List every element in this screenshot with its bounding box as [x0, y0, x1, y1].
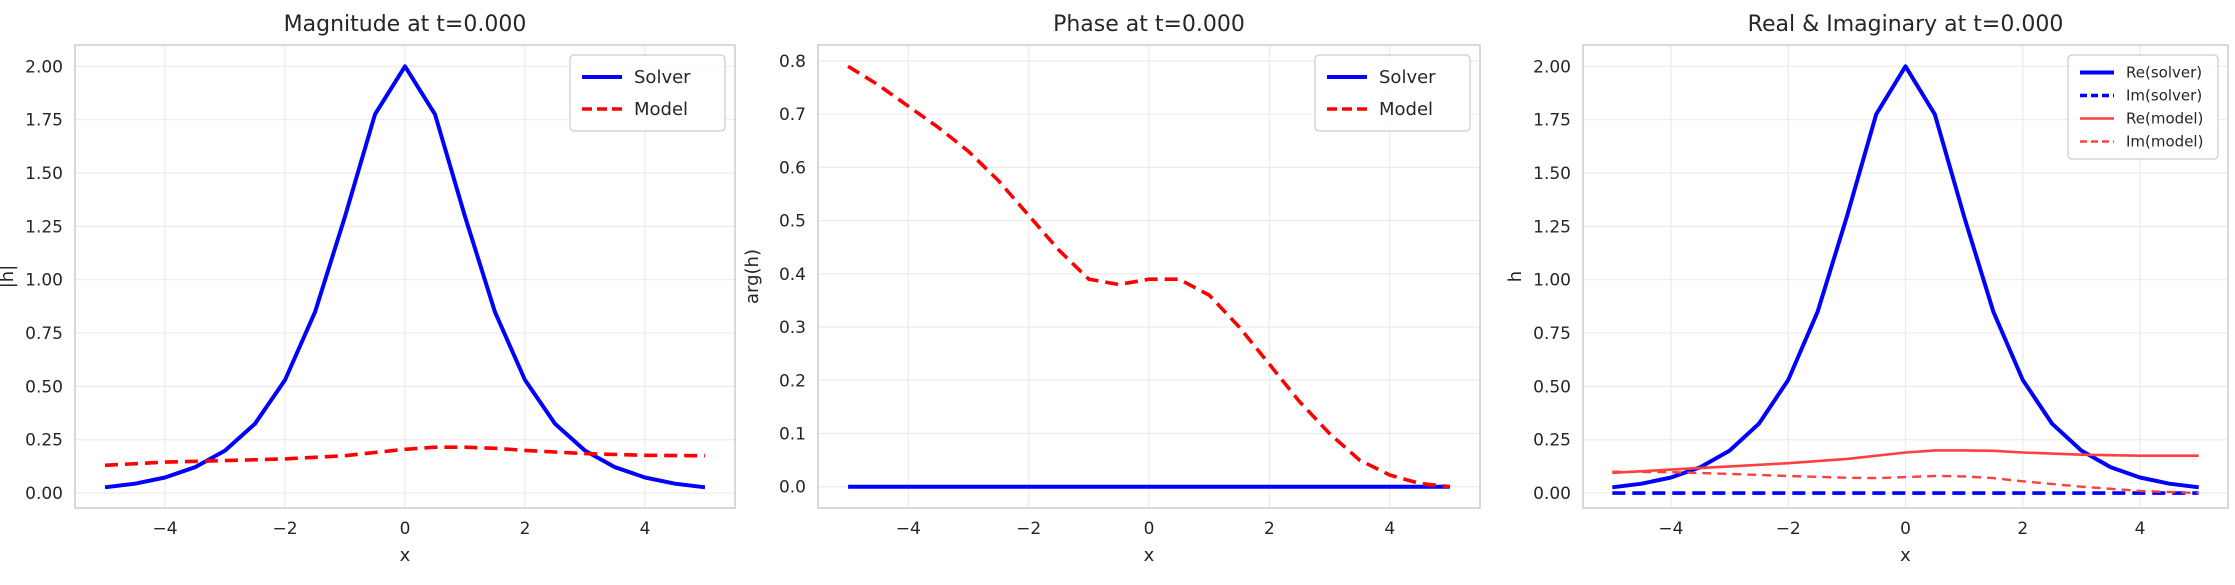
y-tick-label: 1.50: [25, 164, 63, 184]
chart-title: Real & Imaginary at t=0.000: [1748, 12, 2064, 37]
y-tick-label: 0.00: [1533, 484, 1571, 504]
y-axis-label: |h|: [0, 265, 18, 289]
x-tick-label: −2: [1776, 519, 1801, 539]
y-tick-label: 2.00: [25, 57, 63, 77]
x-tick-label: −2: [272, 519, 297, 539]
y-tick-label: 0.25: [25, 431, 63, 451]
series-line-re-model: [1612, 449, 2199, 475]
chart-panel-2: −4 −2 0 2 4 0.0 0.1 0.2 0.3 0.4 0.5 0.6 0.7 0.8 Phase …: [742, 12, 1481, 566]
x-axis-label: x: [1900, 545, 1911, 566]
x-tick-label: −4: [1658, 519, 1683, 539]
chart-panel-3: −4 −2 0 2 4 0.00 0.25 0.50 0.75 1.00 1.25 1.50 1.75 2…: [1505, 12, 2229, 566]
y-axis-label: h: [1505, 271, 1526, 282]
legend-label: Re(model): [2126, 110, 2203, 128]
y-tick-label: 0.5: [779, 212, 806, 232]
x-tick-label: 0: [1144, 519, 1155, 539]
chart-panel-1: −4 −2 0 2 4 0.00 0.25 0.50 0.75 1.00 1.25 1.50 1.75 2…: [0, 12, 736, 566]
y-tick-label: 0.75: [25, 324, 63, 344]
legend: Solver Model: [569, 54, 726, 132]
y-tick-label: 1.00: [1533, 271, 1571, 291]
legend-label: Solver: [634, 67, 691, 88]
y-tick-label: 1.00: [25, 271, 63, 291]
y-tick-label: 0.25: [1533, 431, 1571, 451]
series-line-model: [847, 64, 1451, 489]
x-tick-label: −4: [152, 519, 177, 539]
series-line-model: [104, 445, 706, 468]
x-tick-label: 4: [1384, 519, 1395, 539]
series-line-im-model: [1612, 470, 2199, 495]
y-tick-label: 1.50: [1533, 164, 1571, 184]
y-tick-label: 0.8: [779, 52, 806, 72]
legend-box: [2067, 54, 2219, 160]
y-tick-label: 0.00: [25, 484, 63, 504]
y-tick-label: 1.25: [25, 217, 63, 237]
y-tick-label: 0.6: [779, 158, 806, 178]
y-tick-label: 0.50: [1533, 377, 1571, 397]
legend-label: Solver: [1379, 67, 1436, 88]
x-tick-label: 4: [2135, 519, 2146, 539]
legend: Solver Model: [1314, 54, 1471, 132]
x-tick-label: 0: [1900, 519, 1911, 539]
series-line-re-solver: [1612, 64, 2199, 490]
x-axis-label: x: [1144, 545, 1155, 566]
x-tick-label: 0: [400, 519, 411, 539]
legend-label: Model: [634, 99, 688, 120]
y-tick-label: 0.0: [779, 478, 806, 498]
x-axis-label: x: [400, 545, 411, 566]
x-tick-label: −4: [896, 519, 921, 539]
x-tick-label: 2: [1264, 519, 1275, 539]
y-tick-label: 1.25: [1533, 217, 1571, 237]
legend-box: [1314, 54, 1471, 132]
legend-label: Im(solver): [2126, 87, 2202, 105]
legend-box: [569, 54, 726, 132]
y-tick-label: 1.75: [1533, 111, 1571, 131]
y-tick-label: 0.3: [779, 318, 806, 338]
chart-title: Magnitude at t=0.000: [284, 12, 527, 37]
legend-label: Im(model): [2126, 133, 2203, 151]
y-tick-label: 0.7: [779, 105, 806, 125]
x-tick-label: −2: [1016, 519, 1041, 539]
legend-label: Model: [1379, 99, 1433, 120]
plot-frame: [1582, 44, 2229, 509]
legend-label: Re(solver): [2126, 64, 2202, 82]
plot-frame: [74, 44, 736, 509]
y-tick-label: 0.50: [25, 377, 63, 397]
x-tick-label: 2: [2017, 519, 2028, 539]
y-tick-label: 0.75: [1533, 324, 1571, 344]
chart-title: Phase at t=0.000: [1053, 12, 1245, 37]
plot-frame: [817, 44, 1481, 509]
x-tick-label: 4: [640, 519, 651, 539]
y-tick-label: 1.75: [25, 111, 63, 131]
y-axis-label: arg(h): [742, 249, 763, 304]
y-tick-label: 0.1: [779, 424, 806, 444]
y-tick-label: 2.00: [1533, 57, 1571, 77]
x-tick-label: 2: [520, 519, 531, 539]
y-tick-label: 0.2: [779, 371, 806, 391]
legend: Re(solver) Im(solver) Re(model) Im(model): [2067, 54, 2219, 160]
y-tick-label: 0.4: [779, 265, 806, 285]
